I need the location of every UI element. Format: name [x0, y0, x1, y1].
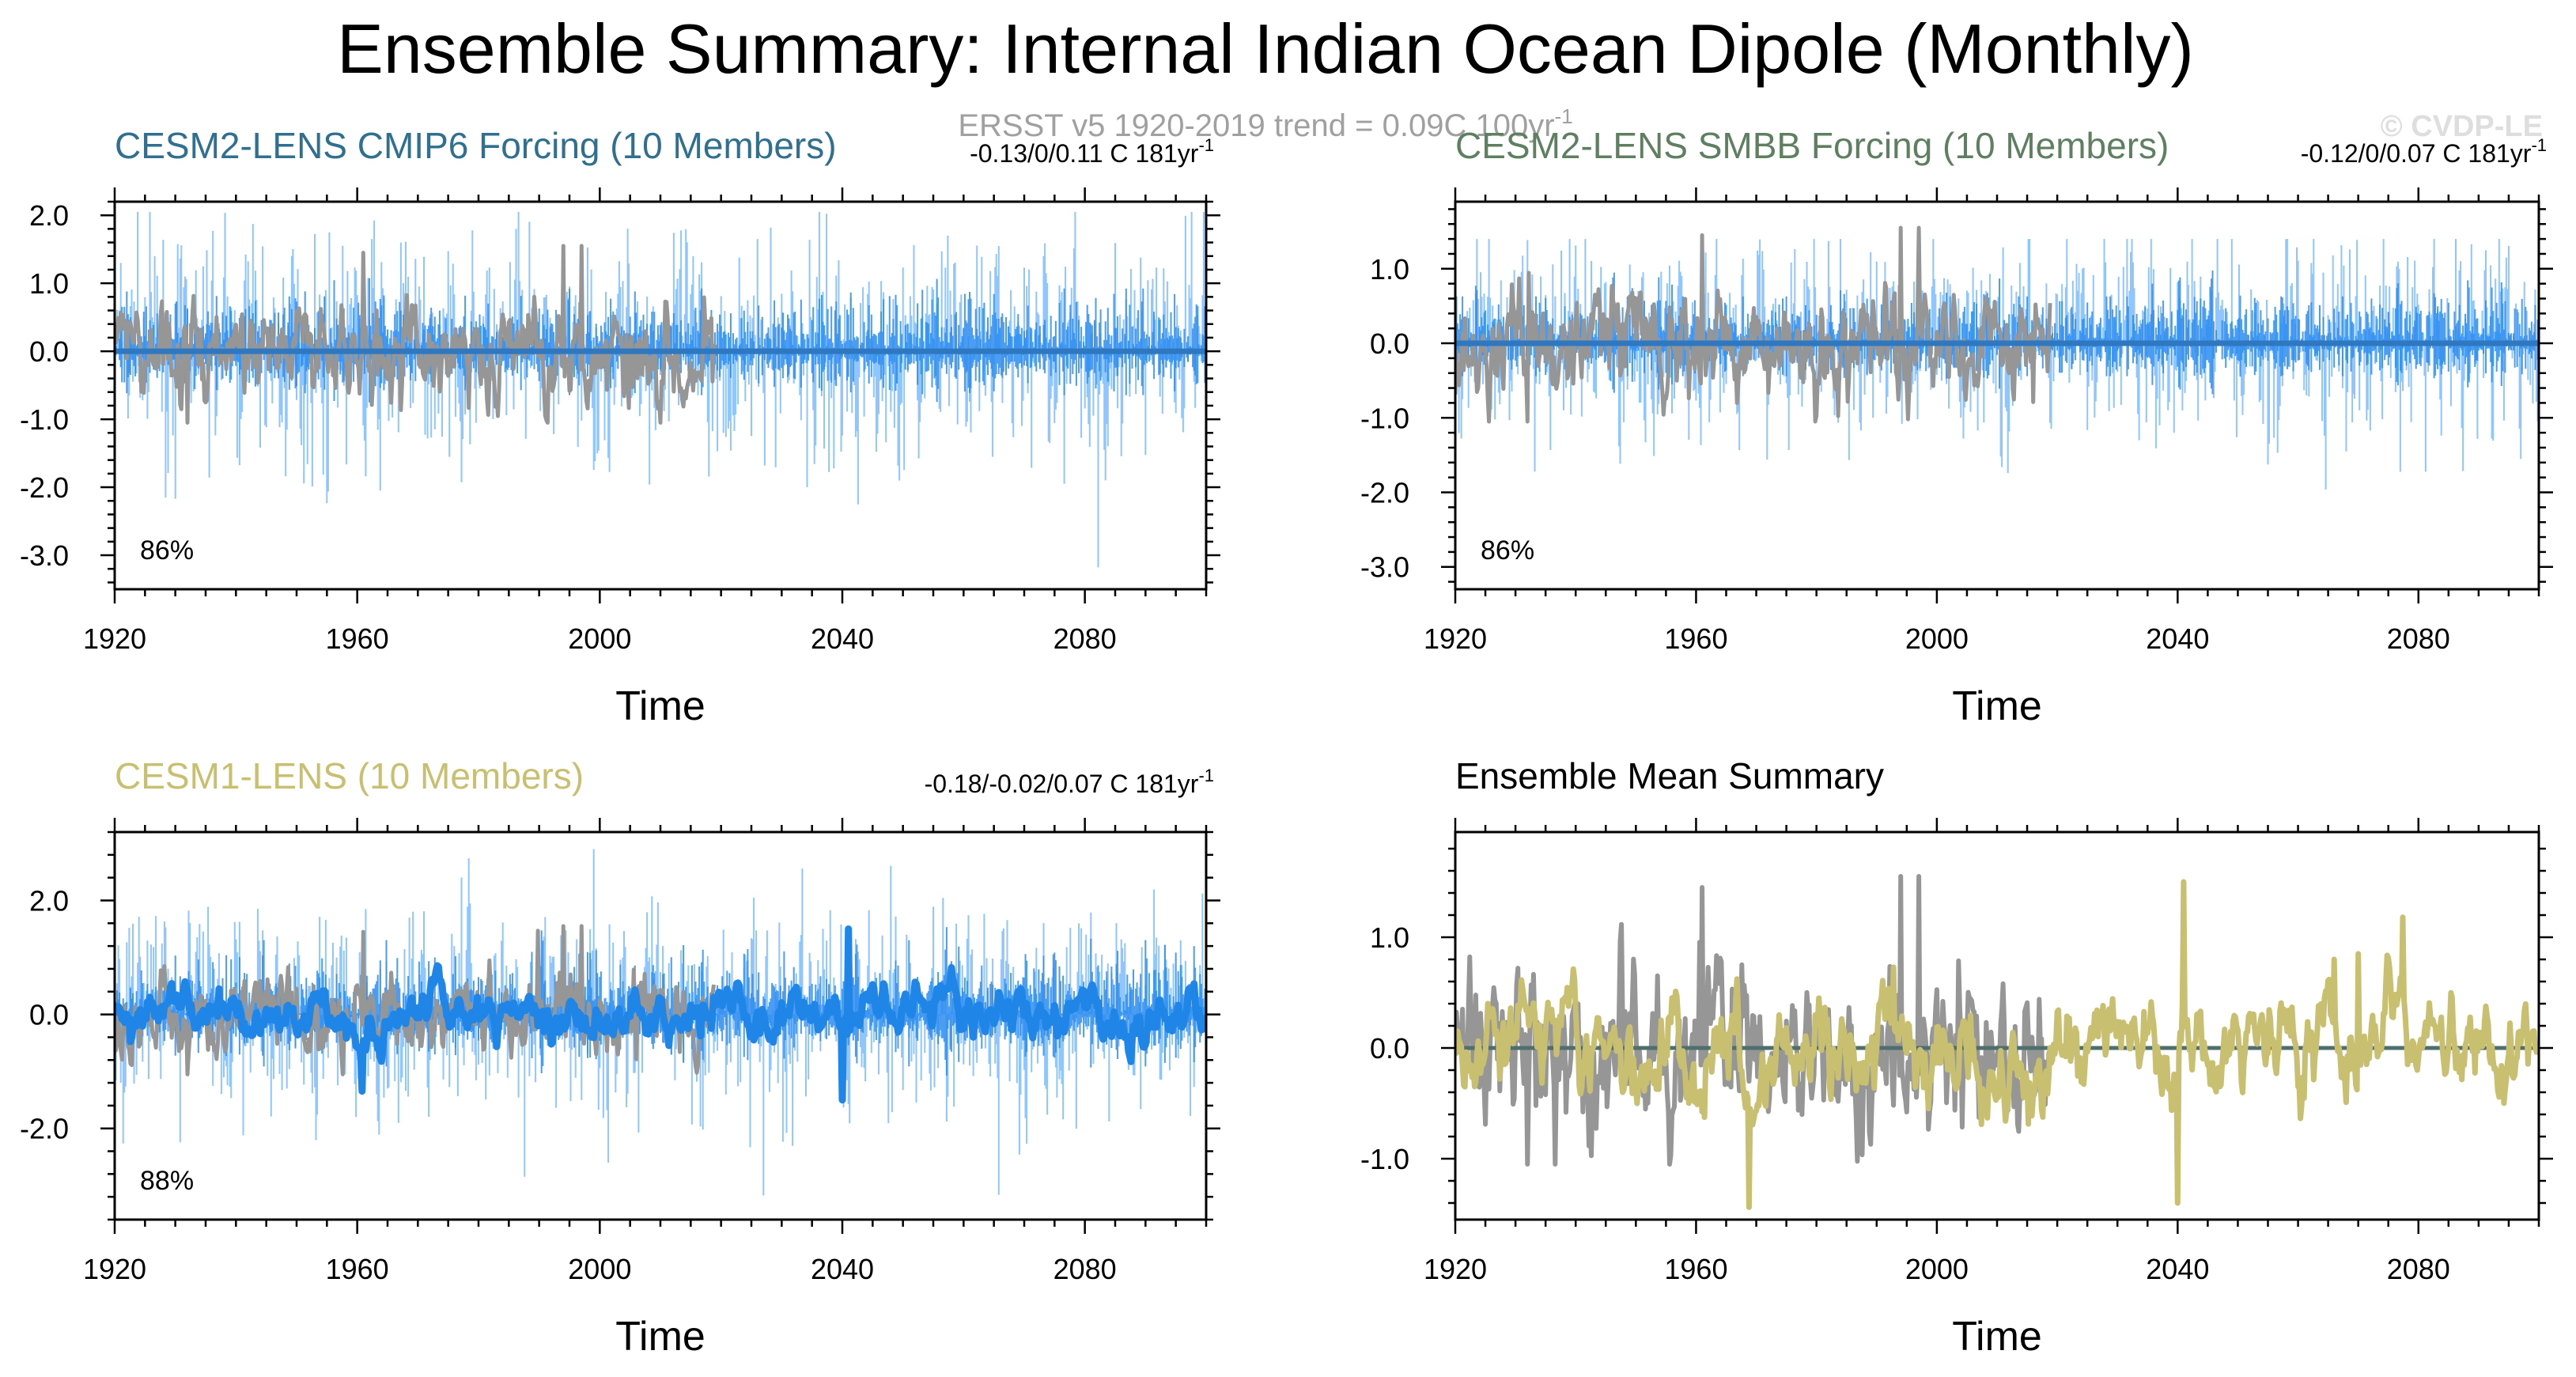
- panel-trend-sup: -1: [2531, 135, 2547, 155]
- x-tick-label: 2080: [2387, 622, 2450, 655]
- x-tick-label: 2080: [2387, 1253, 2450, 1285]
- plot-area: [1455, 874, 2539, 1210]
- y-tick-label: 2.0: [29, 884, 69, 917]
- panel-ensemble-mean: 1920 1960 2000 2040 2080 1.0 0.0 -1.0 Time Ensemb…: [1360, 755, 2553, 1360]
- y-tick-label: 1.0: [1370, 921, 1409, 954]
- figure-title: Ensemble Summary: Internal Indian Ocean …: [337, 9, 2194, 88]
- panel-title: Ensemble Mean Summary: [1455, 755, 1884, 796]
- x-axis-label: Time: [1952, 1314, 2042, 1360]
- y-tick-label: 0.0: [1370, 1032, 1409, 1065]
- y-tick-label: 0.0: [29, 999, 69, 1031]
- x-tick-label: 1960: [1664, 622, 1727, 655]
- y-tick-label: -1.0: [1360, 402, 1409, 434]
- panel-trend: -0.12/0/0.07 C 181yr-1: [2301, 135, 2547, 168]
- y-tick-label: 0.0: [29, 335, 69, 368]
- plot-area: [115, 211, 1206, 568]
- x-tick-label: 1960: [1664, 1253, 1727, 1285]
- x-tick-label: 1920: [1424, 1253, 1487, 1285]
- plot-area: [115, 849, 1206, 1196]
- panel-title: CESM1-LENS (10 Members): [115, 755, 584, 796]
- x-tick-label: 2040: [811, 1253, 874, 1285]
- observed-series-line: [115, 244, 716, 425]
- y-tick-label: -1.0: [1360, 1143, 1409, 1175]
- credit-text: © CVDP-LE: [2381, 110, 2543, 143]
- x-tick-label: 2000: [568, 1253, 631, 1285]
- panel-trend-text: -0.18/-0.02/0.07 C 181yr: [925, 770, 1199, 798]
- observed-series-line: [1455, 225, 2052, 424]
- x-tick-label: 1960: [326, 1253, 389, 1285]
- y-tick-label: 1.0: [29, 267, 69, 300]
- x-tick-label: 2080: [1053, 1253, 1117, 1285]
- plot-area: [1455, 225, 2539, 490]
- y-tick-label: -1.0: [20, 403, 69, 436]
- x-tick-label: 2040: [2146, 1253, 2209, 1285]
- panel-trend: -0.18/-0.02/0.07 C 181yr-1: [925, 766, 1214, 798]
- x-tick-label: 2040: [811, 622, 874, 655]
- x-axis-label: Time: [1952, 683, 2042, 729]
- panel-trend-text: -0.12/0/0.07 C 181yr: [2301, 139, 2532, 168]
- y-tick-label: -3.0: [1360, 551, 1409, 584]
- x-tick-label: 2000: [568, 622, 631, 655]
- y-tick-label: 1.0: [1370, 253, 1409, 286]
- obs-trend-note: ERSST v5 1920-2019 trend = 0.09C 100yr-1: [958, 104, 1572, 143]
- x-axis-label: Time: [615, 1314, 705, 1360]
- observed-series-line: [1455, 874, 2052, 1167]
- x-tick-label: 2040: [2146, 622, 2209, 655]
- x-axis-label: Time: [615, 683, 705, 729]
- x-tick-label: 2000: [1905, 1253, 1969, 1285]
- panel-percent: 86%: [140, 535, 194, 566]
- obs-trend-note-sup: -1: [1555, 104, 1573, 128]
- y-tick-label: -2.0: [20, 1113, 69, 1145]
- x-tick-label: 1920: [83, 1253, 146, 1285]
- y-tick-label: -3.0: [20, 539, 69, 572]
- panel-trend-text: -0.13/0/0.11 C 181yr: [970, 139, 1199, 168]
- x-tick-label: 1960: [326, 622, 389, 655]
- y-tick-label: -2.0: [20, 471, 69, 504]
- x-tick-label: 2080: [1053, 622, 1117, 655]
- panel-cesm2-smbb: 1920 1960 2000 2040 2080 1.0 0.0 -1.0 -2.0 -3.0 Ti…: [1360, 125, 2553, 729]
- x-tick-label: 1920: [83, 622, 146, 655]
- panel-percent: 86%: [1481, 535, 1534, 566]
- x-tick-label: 2000: [1905, 622, 1969, 655]
- panel-trend-sup: -1: [1198, 135, 1214, 155]
- obs-trend-note-text: ERSST v5 1920-2019 trend = 0.09C 100yr: [958, 108, 1554, 143]
- panel-cesm2-cmip6: 1920 1960 2000 2040 2080 2.0 1.0 0.0 -1.0 -2.0 -3.…: [20, 125, 1220, 729]
- plot-frame: [1454, 200, 2540, 591]
- y-tick-label: 2.0: [29, 199, 69, 232]
- y-tick-label: 0.0: [1370, 327, 1409, 360]
- panel-trend-sup: -1: [1198, 766, 1214, 785]
- panel-title: CESM2-LENS CMIP6 Forcing (10 Members): [115, 125, 837, 166]
- panel-cesm1: 1920 1960 2000 2040 2080 2.0 0.0 -2.0 Time CESM1-…: [20, 755, 1220, 1360]
- panel-trend: -0.13/0/0.11 C 181yr-1: [970, 135, 1214, 168]
- x-tick-label: 1920: [1424, 622, 1487, 655]
- panel-percent: 88%: [140, 1166, 194, 1196]
- panel-title: CESM2-LENS SMBB Forcing (10 Members): [1455, 125, 2169, 166]
- y-tick-label: -2.0: [1360, 477, 1409, 509]
- ensemble-mean-line: [115, 925, 1206, 1104]
- cesm1-mean-line: [1455, 879, 2539, 1210]
- ensemble-members-spread: [1455, 239, 2539, 490]
